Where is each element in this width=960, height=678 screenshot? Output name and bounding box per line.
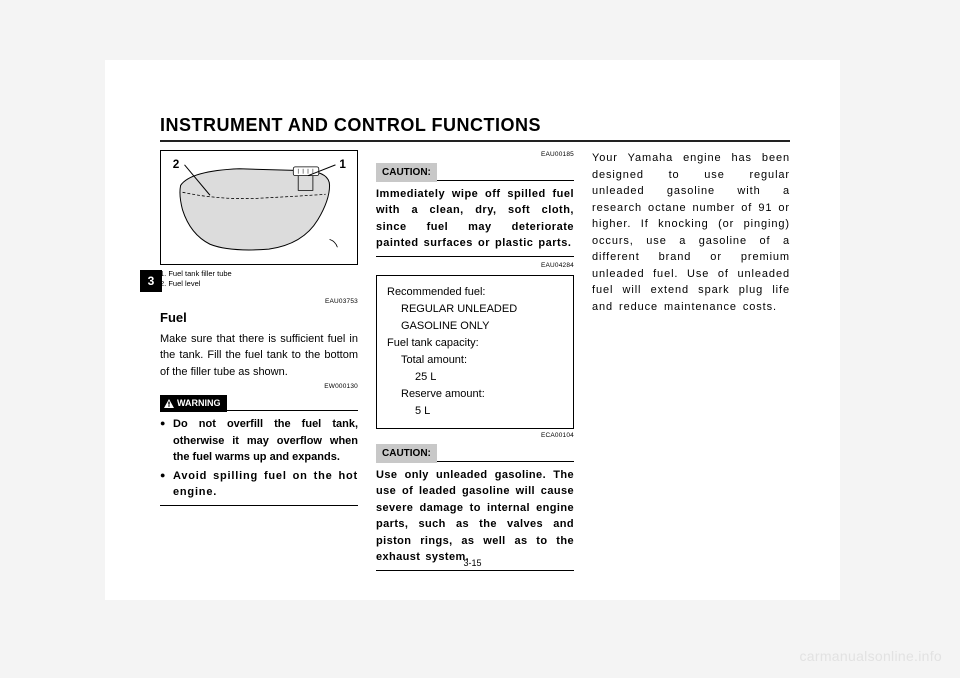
manual-page: INSTRUMENT AND CONTROL FUNCTIONS 3 — [105, 60, 840, 600]
divider — [376, 570, 574, 571]
spec-line: REGULAR UNLEADED — [387, 301, 563, 318]
spec-line: GASOLINE ONLY — [387, 318, 563, 335]
rule — [437, 461, 574, 462]
fuel-body-text: Make sure that there is sufficient fuel … — [160, 331, 358, 381]
caution-badge: CAUTION: — [376, 444, 437, 463]
spec-line: 25 L — [387, 369, 563, 386]
page-number: 3-15 — [105, 558, 840, 568]
chapter-tab: 3 — [140, 270, 162, 292]
spec-line: Fuel tank capacity: — [387, 335, 563, 352]
caption-line-1: 1. Fuel tank filler tube — [160, 269, 358, 279]
spec-line: Reserve amount: — [387, 386, 563, 403]
warning-bullet: Do not overfill the fuel tank, otherwise… — [160, 416, 358, 466]
divider — [376, 256, 574, 257]
fuel-spec-box: Recommended fuel: REGULAR UNLEADED GASOL… — [376, 275, 574, 429]
caution-badge: CAUTION: — [376, 163, 437, 182]
warning-header: WARNING — [160, 395, 358, 413]
column-1: 1 2 1. Fuel tank filler tube 2. Fuel lev… — [160, 150, 358, 545]
engine-fuel-note: Your Yamaha engine has been designed to … — [592, 150, 790, 315]
callout-1-num: 1 — [339, 158, 346, 171]
content-columns: 1 2 1. Fuel tank filler tube 2. Fuel lev… — [160, 150, 790, 545]
divider — [160, 505, 358, 506]
warning-triangle-icon — [164, 399, 174, 408]
doc-code: EW000130 — [160, 382, 358, 392]
rule — [437, 180, 574, 181]
warning-label-text: WARNING — [177, 397, 221, 411]
fuel-tank-figure: 1 2 — [160, 150, 358, 265]
doc-code: EAU03753 — [160, 297, 358, 307]
caption-line-2: 2. Fuel level — [160, 279, 358, 289]
column-2: EAU00185 CAUTION: Immediately wipe off s… — [376, 150, 574, 545]
doc-code: EAU00185 — [376, 150, 574, 160]
caution-header: CAUTION: — [376, 163, 574, 182]
doc-code: ECA00104 — [376, 431, 574, 441]
watermark: carmanualsonline.info — [800, 648, 943, 664]
section-header: INSTRUMENT AND CONTROL FUNCTIONS — [160, 115, 790, 142]
rule — [227, 410, 359, 411]
figure-caption: 1. Fuel tank filler tube 2. Fuel level — [160, 269, 358, 289]
fuel-heading: Fuel — [160, 308, 358, 328]
caution-header: CAUTION: — [376, 444, 574, 463]
spec-line: Total amount: — [387, 352, 563, 369]
spec-line: 5 L — [387, 403, 563, 420]
caution-text-2: Use only unleaded gasoline. The use of l… — [376, 467, 574, 566]
warning-bullet: Avoid spilling fuel on the hot engine. — [160, 468, 358, 501]
spec-line: Recommended fuel: — [387, 284, 563, 301]
doc-code: EAU04284 — [376, 261, 574, 271]
warning-badge: WARNING — [160, 395, 227, 413]
section-title: INSTRUMENT AND CONTROL FUNCTIONS — [160, 115, 790, 136]
warning-bullets: Do not overfill the fuel tank, otherwise… — [160, 416, 358, 501]
callout-2-num: 2 — [173, 158, 180, 171]
caution-text-1: Immediately wipe off spilled fuel with a… — [376, 186, 574, 252]
column-3: Your Yamaha engine has been designed to … — [592, 150, 790, 545]
